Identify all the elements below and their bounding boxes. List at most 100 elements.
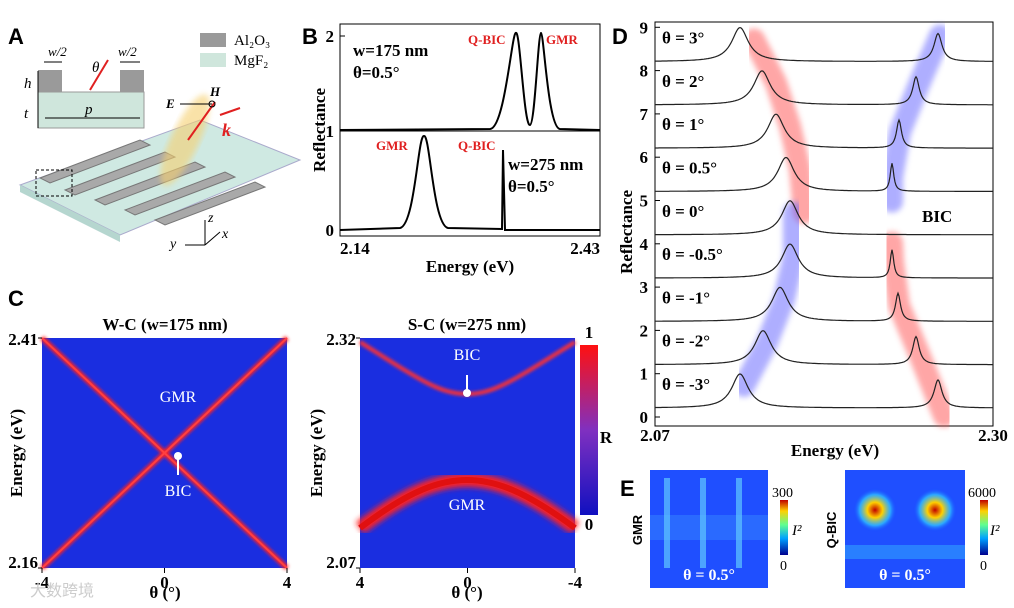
- tick-label: -4: [35, 573, 50, 592]
- tick-label: 0: [160, 573, 169, 592]
- angle-label: θ = 0.5°: [879, 567, 931, 584]
- dim-label: θ: [92, 60, 100, 76]
- tick-label: 9: [640, 18, 649, 37]
- watermark: 大数跨境: [30, 581, 94, 600]
- colorbar-label: R: [600, 428, 613, 447]
- spectrum: [339, 134, 600, 231]
- subplot-title: W-C (w=175 nm): [102, 315, 227, 334]
- curve-label: θ = -1°: [662, 288, 710, 307]
- angle-label: θ = 0.5°: [683, 567, 735, 584]
- field-label: H: [209, 84, 221, 99]
- tick-label: 2.30: [978, 426, 1008, 445]
- colorbar-tick: 0: [585, 515, 594, 534]
- colorbar-label: I²: [791, 523, 802, 539]
- tick-label: 1: [326, 122, 335, 141]
- legend-label: Al₂O₃: [234, 33, 270, 49]
- axes-frame: [654, 21, 994, 427]
- spectrum: [655, 330, 993, 366]
- dim-label: p: [84, 102, 93, 118]
- tick-label: 0: [640, 408, 649, 427]
- dispersion: [358, 476, 577, 531]
- shading: [733, 201, 805, 397]
- tick-label: 2.32: [326, 330, 356, 349]
- shading: [881, 24, 951, 213]
- colorbar-tick: 1: [585, 323, 594, 342]
- curve-label: θ = 0.5°: [662, 159, 717, 178]
- param: w=175 nm: [353, 41, 428, 60]
- tick-label: 2.14: [340, 239, 370, 258]
- tick-label: 4: [356, 573, 365, 592]
- field-map: [650, 470, 988, 588]
- curve-label: θ = -2°: [662, 332, 710, 351]
- axis-label: x: [221, 227, 229, 242]
- spectrum: [655, 70, 993, 106]
- curve-label: θ = -3°: [662, 375, 710, 394]
- map-label: BIC: [454, 347, 481, 364]
- map-label: Q-BIC: [824, 511, 839, 548]
- colorbar-tick: 6000: [968, 486, 996, 501]
- x-axis-label: Energy (eV): [426, 257, 514, 276]
- spectrum: [655, 156, 993, 192]
- peak-label: Q-BIC: [458, 138, 496, 153]
- tick-label: 1: [640, 365, 649, 384]
- map-label: BIC: [165, 483, 192, 500]
- map: [360, 338, 575, 568]
- dim-label: h: [24, 76, 32, 92]
- peak-label: GMR: [546, 32, 578, 47]
- curve-label: θ = 3°: [662, 29, 704, 48]
- tick-label: 2.43: [570, 239, 600, 258]
- axis-label: z: [207, 211, 214, 226]
- tick-label: 2.16: [8, 553, 38, 572]
- curve-label: θ = 2°: [662, 72, 704, 91]
- y-axis-label: Reflectance: [310, 88, 329, 172]
- spectrum: [655, 373, 993, 409]
- subplot-title: S-C (w=275 nm): [408, 315, 526, 334]
- spectrum: [655, 113, 993, 149]
- shading: [881, 231, 955, 427]
- param: θ=0.5°: [353, 63, 400, 82]
- peak-label: GMR: [376, 138, 408, 153]
- colorbar-label: I²: [989, 523, 1000, 539]
- tick-label: 4: [283, 573, 292, 592]
- panel-label: C: [8, 286, 24, 311]
- dim-label: t: [24, 106, 29, 122]
- annotation: BIC: [922, 207, 952, 226]
- tick-label: 5: [640, 192, 649, 211]
- y-axis-label: Reflectance: [617, 190, 636, 274]
- tick-label: 2: [640, 321, 649, 340]
- tick-label: 0: [463, 573, 472, 592]
- y-axis-label: Energy (eV): [7, 409, 26, 497]
- field-label: k: [222, 120, 231, 140]
- peak-label: Q-BIC: [468, 32, 506, 47]
- panel-label: A: [8, 24, 24, 49]
- tick-label: 3: [640, 278, 649, 297]
- map-label: GMR: [449, 497, 486, 514]
- curve-label: θ = -0.5°: [662, 245, 723, 264]
- tick-label: 4: [640, 235, 649, 254]
- field-label: E: [165, 96, 175, 111]
- spectrum: [339, 31, 601, 131]
- param: w=275 nm: [508, 155, 583, 174]
- tick-label: 2.07: [640, 426, 670, 445]
- tick-label: 6: [640, 148, 649, 167]
- tick-label: 2.41: [8, 330, 38, 349]
- curve-label: θ = 1°: [662, 115, 704, 134]
- dim-label: w/2: [48, 44, 67, 59]
- shading: [743, 28, 815, 224]
- panel-label: B: [302, 24, 318, 49]
- spectrum: [655, 286, 993, 322]
- x-axis-label: θ (°): [451, 583, 482, 602]
- x-axis-label: Energy (eV): [791, 441, 879, 460]
- axis-label: y: [168, 237, 177, 252]
- spectrum: [655, 26, 993, 62]
- tick-label: 2.07: [326, 553, 356, 572]
- curve-label: θ = 0°: [662, 202, 704, 221]
- spectrum: [655, 243, 993, 279]
- legend-label: MgF₂: [234, 53, 268, 69]
- panel-label: D: [612, 24, 628, 49]
- colorbar-tick: 300: [772, 486, 793, 501]
- param: θ=0.5°: [508, 177, 555, 196]
- colorbar: [580, 345, 598, 515]
- map-label: GMR: [160, 389, 197, 406]
